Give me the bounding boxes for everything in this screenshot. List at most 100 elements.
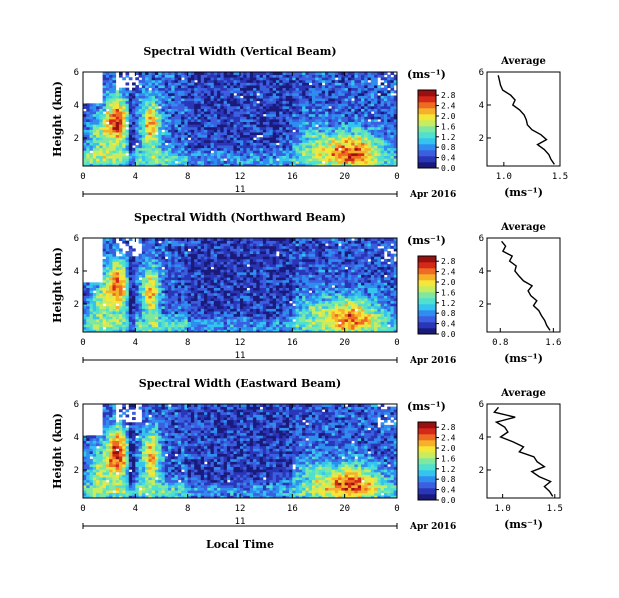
- heatmap-cell: [122, 108, 126, 112]
- heatmap-cell: [171, 316, 175, 320]
- heatmap-cell: [105, 134, 110, 138]
- heatmap-cell: [187, 326, 192, 330]
- heatmap-cell: [204, 126, 208, 130]
- heatmap-cell: [217, 298, 221, 302]
- heatmap-cell: [249, 77, 254, 81]
- heatmap-cell: [315, 72, 319, 76]
- heatmap-cell: [184, 303, 189, 307]
- heatmap-cell: [262, 108, 267, 112]
- heatmap-cell: [266, 98, 270, 102]
- heatmap-cell: [390, 72, 395, 76]
- heatmap-cell: [213, 274, 218, 278]
- heatmap-cell: [128, 292, 133, 296]
- heatmap-cell: [148, 160, 153, 164]
- heatmap-cell: [102, 300, 107, 304]
- heatmap-cell: [240, 266, 244, 270]
- heatmap-cell: [308, 74, 313, 78]
- heatmap-cell: [177, 248, 182, 252]
- heatmap-cell: [315, 105, 319, 109]
- heatmap-cell: [374, 155, 378, 159]
- heatmap-cell: [207, 124, 211, 128]
- heatmap-cell: [171, 324, 175, 328]
- heatmap-cell: [243, 79, 247, 83]
- heatmap-cell: [204, 113, 208, 117]
- colorbar-swatch: [418, 114, 436, 121]
- heatmap-cell: [272, 77, 277, 81]
- heatmap-cell: [115, 277, 120, 281]
- heatmap-cell: [168, 251, 172, 255]
- heatmap-cell: [338, 137, 342, 141]
- heatmap-cell: [220, 266, 225, 270]
- heatmap-cell: [112, 329, 117, 333]
- heatmap-cell: [230, 132, 234, 136]
- heatmap-cell: [168, 305, 172, 309]
- heatmap-cell: [164, 129, 169, 133]
- heatmap-cell: [253, 132, 257, 136]
- heatmap-cell: [96, 137, 100, 141]
- heatmap-cell: [331, 79, 336, 83]
- heatmap-cell: [204, 98, 208, 102]
- heatmap-cell: [161, 92, 166, 96]
- heatmap-cell: [141, 264, 146, 268]
- heatmap-cell: [161, 155, 166, 159]
- heatmap-cell: [174, 305, 179, 309]
- heatmap-cell: [374, 132, 378, 136]
- heatmap-cell: [233, 277, 238, 281]
- colorbar-swatch: [418, 120, 436, 127]
- heatmap-cell: [200, 295, 205, 299]
- heatmap-cell: [282, 124, 287, 128]
- heatmap-cell: [315, 147, 319, 151]
- heatmap-cell: [128, 300, 133, 304]
- heatmap-cell: [246, 124, 251, 128]
- heatmap-cell: [148, 116, 153, 120]
- heatmap-cell: [184, 150, 189, 154]
- heatmap-cell: [115, 274, 120, 278]
- heatmap-cell: [338, 85, 342, 89]
- heatmap-cell: [305, 158, 310, 162]
- heatmap-cell: [292, 137, 296, 141]
- heatmap-cell: [289, 79, 293, 83]
- heatmap-cell: [295, 155, 300, 159]
- heatmap-cell: [325, 111, 329, 115]
- heatmap-cell: [89, 147, 94, 151]
- heatmap-cell: [279, 116, 283, 120]
- heatmap-cell: [207, 238, 211, 242]
- heatmap-cell: [220, 295, 225, 299]
- heatmap-cell: [171, 134, 175, 138]
- heatmap-cell: [125, 243, 130, 247]
- heatmap-cell: [370, 126, 375, 130]
- heatmap-cell: [99, 105, 104, 109]
- heatmap-cell: [279, 139, 283, 143]
- heatmap-cell: [243, 129, 247, 133]
- heatmap-cell: [168, 85, 172, 89]
- heatmap-cell: [262, 98, 267, 102]
- heatmap-cell: [171, 163, 175, 167]
- heatmap-cell: [321, 79, 326, 83]
- heatmap-cell: [132, 316, 136, 320]
- heatmap-cell: [223, 142, 228, 146]
- heatmap-cell: [102, 311, 107, 315]
- heatmap-cell: [168, 90, 172, 94]
- heatmap-cell: [295, 95, 300, 99]
- heatmap-cell: [230, 155, 234, 159]
- heatmap-cell: [217, 305, 221, 309]
- heatmap-cell: [194, 147, 198, 151]
- heatmap-cell: [200, 271, 205, 275]
- heatmap-cell: [174, 74, 179, 78]
- heatmap-cell: [92, 158, 97, 162]
- heatmap-cell: [125, 98, 130, 102]
- heatmap-cell: [302, 147, 306, 151]
- heatmap-cell: [380, 152, 385, 156]
- heatmap-cell: [262, 158, 267, 162]
- heatmap-cell: [383, 100, 388, 104]
- heatmap-cell: [233, 129, 238, 133]
- heatmap-cell: [269, 150, 274, 154]
- x-tick-label: 12: [235, 172, 246, 182]
- heatmap-cell: [233, 142, 238, 146]
- heatmap-cell: [154, 308, 159, 312]
- heatmap-cell: [387, 119, 391, 123]
- heatmap-cell: [102, 103, 107, 107]
- heatmap-cell: [334, 134, 339, 138]
- heatmap-cell: [272, 147, 277, 151]
- heatmap-cell: [223, 103, 228, 107]
